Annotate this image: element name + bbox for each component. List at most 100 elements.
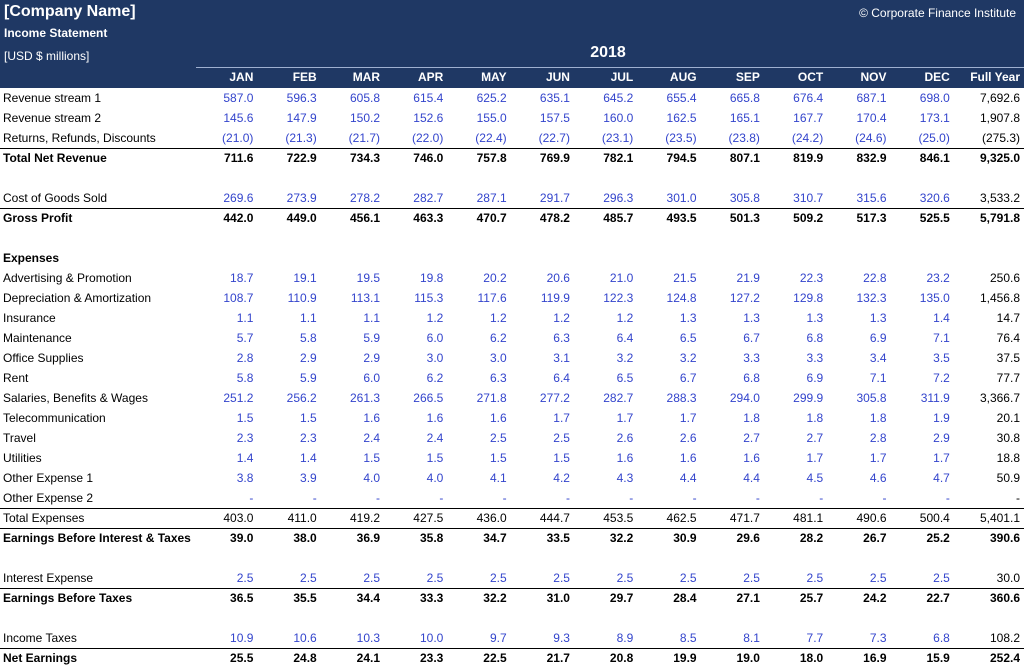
value-cell: 436.0 — [447, 507, 511, 528]
value-cell: 20.6 — [546, 271, 570, 285]
row-label: Interest Expense — [3, 570, 94, 585]
row: Expenses — [0, 248, 1024, 268]
value-cell: 14.7 — [996, 311, 1020, 325]
value-cell: 27.1 — [700, 587, 764, 608]
value-cell: 3.4 — [869, 351, 887, 365]
value-cell: 517.3 — [827, 207, 891, 228]
value-cell: 2.3 — [236, 431, 254, 445]
value-cell: 162.5 — [666, 111, 697, 125]
column-header: JUL — [610, 70, 634, 84]
value-cell: 490.6 — [827, 507, 891, 528]
value-cell: 108.2 — [989, 630, 1020, 645]
value-cell: 28.4 — [637, 587, 701, 608]
value-cell: 6.2 — [489, 331, 507, 345]
value-cell: 21.9 — [736, 271, 760, 285]
value-cell: 315.6 — [856, 190, 887, 205]
value-cell: 273.9 — [286, 190, 317, 205]
value-cell: 33.3 — [384, 587, 448, 608]
value-cell: 6.3 — [553, 331, 570, 345]
value-cell: 1.6 — [616, 451, 634, 465]
value-cell: 167.7 — [793, 111, 824, 125]
value-cell: (21.7) — [348, 130, 381, 145]
value-cell: 1.2 — [489, 311, 507, 325]
value-cell: 19.1 — [293, 271, 317, 285]
value-cell: 8.5 — [679, 630, 697, 645]
value-cell: 1.6 — [743, 451, 760, 465]
value-cell: 7.3 — [869, 630, 887, 645]
header-band: [Company Name] Income Statement [USD $ m… — [0, 0, 1024, 88]
value-cell: 6.9 — [869, 331, 887, 345]
blank-cell — [0, 228, 1024, 248]
row: Telecommunication 1.5 1.5 1.6 1.6 1.6 1.7 1.7 1.… — [0, 408, 1024, 428]
value-cell: 6.2 — [426, 371, 444, 385]
value-cell: 360.6 — [953, 587, 1024, 608]
value-cell: 832.9 — [827, 147, 891, 168]
value-cell: 698.0 — [919, 91, 950, 105]
value-cell: (22.4) — [475, 130, 507, 145]
row: Revenue stream 2 145.6 147.9 150.2 152.6 155.… — [0, 108, 1024, 128]
value-cell: (24.2) — [791, 130, 824, 145]
column-header: Full Year — [970, 70, 1020, 84]
value-cell: 625.2 — [476, 91, 507, 105]
value-cell: - — [1016, 490, 1020, 505]
value-cell: 277.2 — [539, 391, 570, 405]
row: Returns, Refunds, Discounts (21.0) (21.3) (… — [0, 128, 1024, 148]
row: Cost of Goods Sold 269.6 273.9 278.2 282.7 28… — [0, 188, 1024, 208]
value-cell: 18.0 — [763, 647, 828, 668]
value-cell: 291.7 — [539, 190, 570, 205]
value-cell: 30.9 — [637, 527, 701, 548]
row-label: Revenue stream 2 — [3, 111, 102, 125]
value-cell: 2.5 — [553, 431, 570, 445]
value-cell: 1.3 — [869, 311, 887, 325]
value-cell: 509.2 — [763, 207, 828, 228]
value-cell: 282.7 — [413, 190, 444, 205]
value-cell: 32.2 — [573, 527, 638, 548]
value-cell: 462.5 — [637, 507, 701, 528]
value-cell: 30.8 — [996, 431, 1020, 445]
value-cell: 252.4 — [953, 647, 1024, 668]
value-cell: 6.3 — [489, 371, 507, 385]
value-cell: 22.8 — [863, 271, 887, 285]
value-cell: 419.2 — [320, 507, 385, 528]
row: Insurance 1.1 1.1 1.1 1.2 1.2 1.2 1.2 1.3 1.3 1.3 1… — [0, 308, 1024, 328]
blank-cell — [194, 248, 257, 268]
blank-cell — [321, 248, 384, 268]
blank-cell — [701, 248, 764, 268]
row-label: Earnings Before Taxes — [0, 587, 195, 608]
row-label: Other Expense 2 — [3, 490, 94, 505]
blank-cell — [0, 168, 1024, 188]
company-name: [Company Name] — [4, 3, 136, 20]
row: Total Expenses 403.0 411.0 419.2 427.5 436.0 4… — [0, 507, 1024, 528]
value-cell: 22.7 — [890, 587, 954, 608]
row-label: Advertising & Promotion — [3, 271, 132, 285]
row: Earnings Before Taxes 36.5 35.5 34.4 33.3 32.… — [0, 587, 1024, 608]
value-cell: 2.5 — [489, 570, 507, 585]
value-cell: 3.5 — [933, 351, 950, 365]
value-cell: 442.0 — [194, 207, 258, 228]
value-cell: 113.1 — [350, 291, 381, 305]
value-cell: 39.0 — [194, 527, 258, 548]
value-cell: 6.4 — [553, 371, 570, 385]
value-cell: 596.3 — [286, 91, 317, 105]
value-cell: 635.1 — [539, 91, 570, 105]
value-cell: 5.7 — [236, 331, 254, 345]
value-cell: 1.3 — [679, 311, 697, 325]
value-cell: 256.2 — [286, 391, 317, 405]
value-cell: - — [249, 490, 254, 505]
row: Revenue stream 1 587.0 596.3 605.8 615.4 625.… — [0, 88, 1024, 108]
value-cell: 1.7 — [933, 451, 950, 465]
row: Net Earnings 25.5 24.8 24.1 23.3 22.5 21.7 20.8… — [0, 647, 1024, 668]
value-cell: 676.4 — [793, 91, 824, 105]
value-cell: 294.0 — [729, 391, 760, 405]
value-cell: 36.9 — [320, 527, 385, 548]
row-label: Other Expense 1 — [3, 471, 94, 485]
value-cell: 76.4 — [996, 331, 1020, 345]
value-cell: 18.7 — [230, 271, 254, 285]
value-cell: 6.9 — [806, 371, 824, 385]
value-cell: 1.5 — [489, 451, 507, 465]
value-cell: 23.2 — [926, 271, 950, 285]
value-cell: 655.4 — [666, 91, 697, 105]
value-cell: 734.3 — [320, 147, 385, 168]
value-cell: 1.5 — [236, 411, 254, 425]
value-cell: 124.8 — [666, 291, 697, 305]
